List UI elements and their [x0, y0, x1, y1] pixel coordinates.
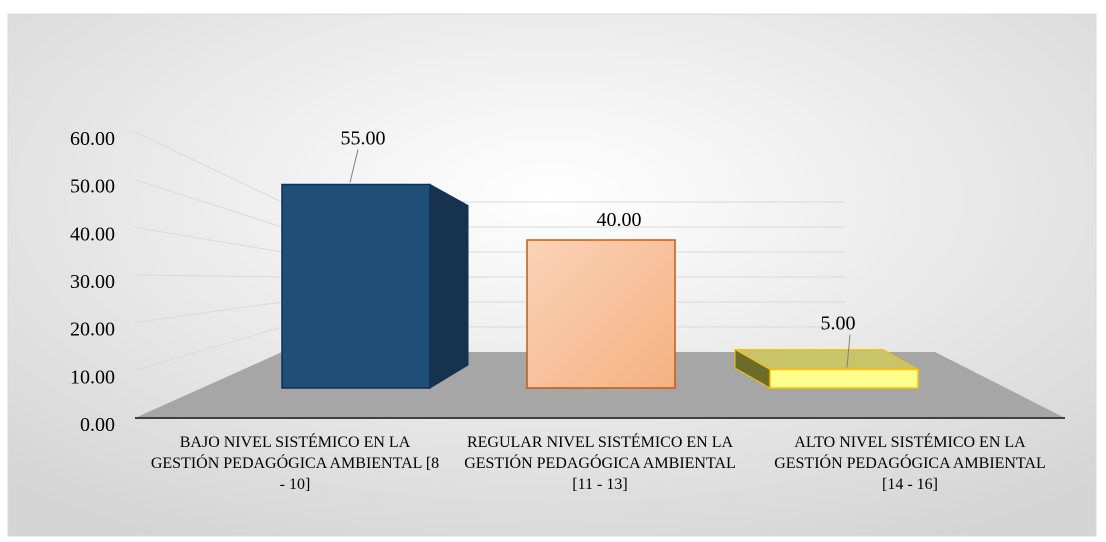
bar-side	[429, 183, 469, 389]
x-tick-label: BAJO NIVEL SISTÉMICO EN LA GESTIÓN PEDAG…	[150, 434, 440, 493]
leader-line	[349, 149, 359, 183]
grid-line	[134, 131, 283, 203]
grid-line	[134, 326, 283, 371]
grid-line	[134, 226, 283, 253]
y-tick-label: 50.00	[70, 176, 115, 198]
data-label: 5.00	[821, 313, 856, 335]
x-tick-label: REGULAR NIVEL SISTÉMICO EN LA GESTIÓN PE…	[464, 434, 736, 493]
bar	[281, 183, 431, 389]
leader-line	[846, 334, 851, 368]
y-tick-label: 60.00	[70, 128, 115, 150]
bar	[769, 368, 919, 389]
y-tick-label: 40.00	[70, 223, 115, 245]
data-label: 55.00	[341, 128, 386, 150]
y-tick-label: 30.00	[70, 271, 115, 293]
y-tick-label: 20.00	[70, 319, 115, 341]
grid-line	[134, 274, 283, 278]
y-tick-label: 0.00	[80, 414, 115, 436]
x-tick-label: ALTO NIVEL SISTÉMICO EN LA GESTIÓN PEDAG…	[774, 434, 1046, 493]
data-label: 40.00	[597, 209, 642, 231]
y-tick-label: 10.00	[70, 366, 115, 388]
grid-line	[134, 301, 283, 324]
grid-line	[134, 179, 283, 228]
bar	[526, 239, 676, 389]
